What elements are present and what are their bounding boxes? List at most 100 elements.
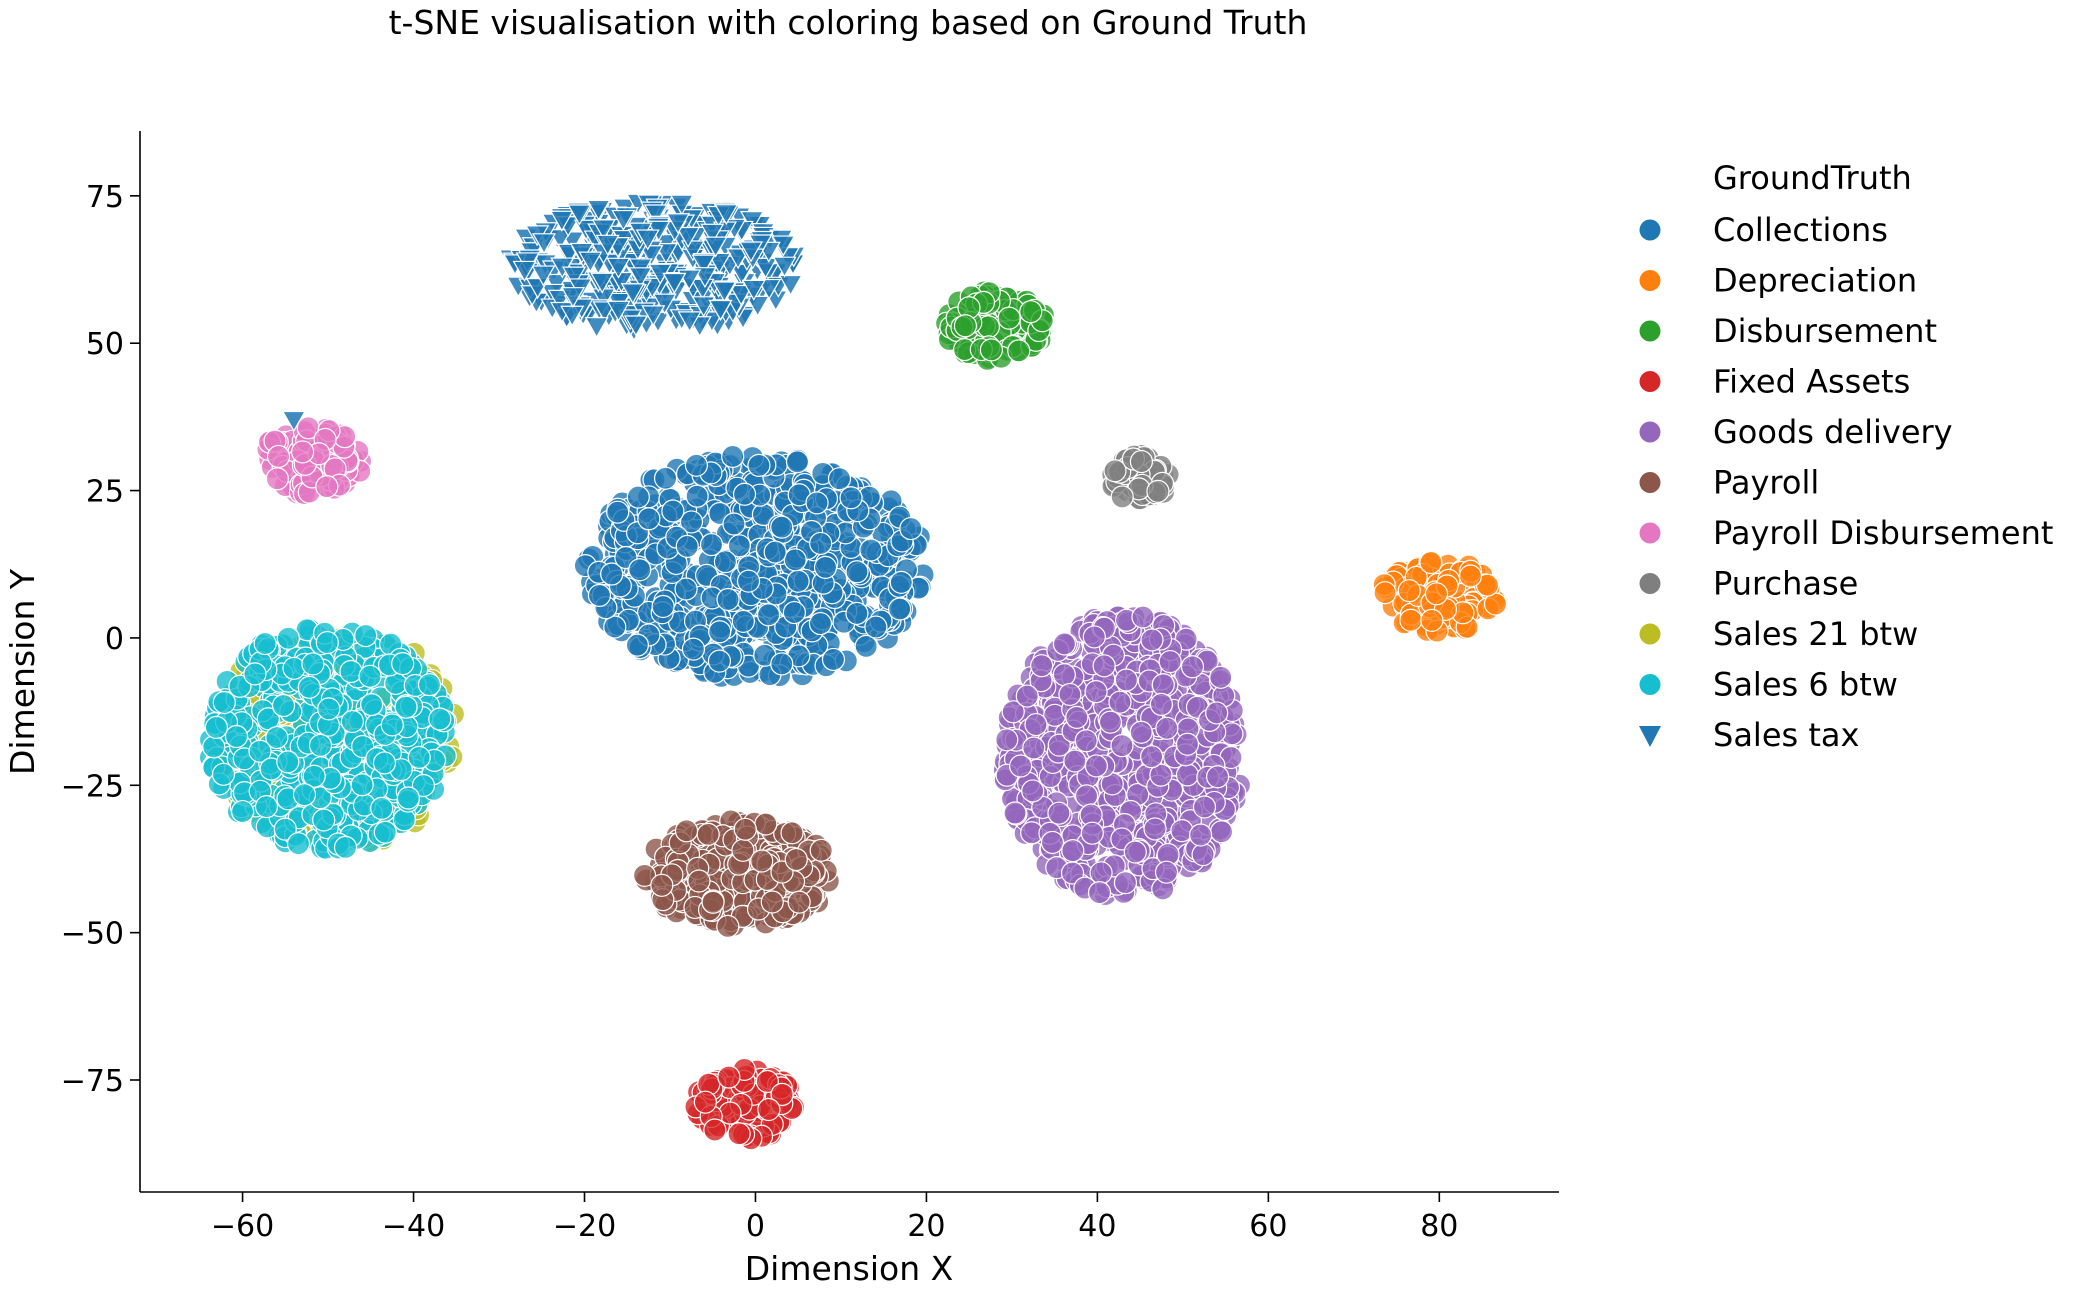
data-point [339,659,363,684]
data-point [590,272,615,294]
data-point [560,287,586,309]
data-point [703,1118,727,1142]
data-point [1047,801,1071,825]
series-fixed-assets [684,1057,806,1151]
data-point [718,1101,742,1125]
series-disbursement [934,280,1055,372]
y-axis-label: Dimension Y [3,568,42,775]
data-point [1146,479,1170,503]
data-point [712,281,737,303]
data-point [778,274,803,296]
data-point [623,315,649,337]
data-point [1052,663,1076,687]
data-point [359,692,384,717]
data-point [606,500,630,524]
data-point [1158,649,1182,674]
data-point [722,512,746,536]
data-point [756,603,781,627]
data-point [611,209,636,232]
data-point [643,204,668,226]
data-point [741,279,766,301]
legend-label: Payroll [1713,464,1819,502]
data-point [707,252,732,274]
data-point [864,615,888,639]
data-point [547,289,572,311]
data-point [1129,720,1153,744]
data-point [230,799,255,824]
data-point [1114,668,1138,692]
x-tick-label: −60 [211,1209,274,1244]
data-point [350,773,374,797]
data-point [772,256,797,278]
data-point [1019,300,1043,324]
data-point [652,293,677,315]
data-point [549,210,574,232]
series-sales-6-btw [198,618,457,860]
data-point [591,219,616,241]
data-point [282,656,306,680]
data-point [708,620,732,644]
data-point [301,652,325,676]
data-point [1065,705,1089,729]
data-point [701,890,725,914]
y-tick-label: 75 [86,180,124,215]
data-point [745,295,770,317]
data-point [1084,754,1108,778]
data-point [1021,779,1045,803]
data-point [691,296,716,318]
legend-marker [1639,421,1661,443]
data-point [595,234,620,256]
data-point [606,300,631,322]
legend: GroundTruth Collections Depreciation Disbu… [1639,159,2053,754]
y-tick-label: 50 [86,327,124,362]
legend-marker [1639,270,1661,291]
data-point [784,847,808,872]
data-point [770,1082,794,1106]
data-point [1003,801,1027,825]
legend-label: Disbursement [1713,312,1937,350]
data-point [679,510,704,534]
data-point [727,1122,751,1146]
data-point [979,338,1004,362]
data-point [411,773,436,798]
data-point [1113,871,1138,895]
data-point [721,444,745,469]
data-point [567,204,592,226]
data-point [763,540,787,564]
data-point [1154,860,1179,884]
x-tick-label: 0 [746,1209,765,1244]
y-tick-label: 25 [86,475,124,510]
data-point [1373,581,1397,605]
data-point [635,229,660,251]
data-point [1030,654,1054,678]
data-point [995,728,1019,752]
y-axis-ticks: −75 −50 −25 0 25 50 75 [61,180,140,1099]
data-point [653,466,678,490]
data-point [997,306,1021,330]
data-point [674,577,698,601]
data-point [691,254,716,276]
data-point [1397,579,1421,603]
data-point [254,795,279,819]
data-point [1058,682,1082,707]
data-point [354,623,378,648]
series-depreciation [1372,550,1508,643]
data-point [747,453,771,478]
data-point [1022,736,1046,760]
data-point [782,600,806,625]
data-point [312,808,336,832]
data-point [224,724,249,749]
legend-marker [1639,472,1661,493]
legend-label: Payroll Disbursement [1713,514,2053,552]
data-point [265,467,289,491]
data-point [650,873,674,897]
data-point [243,662,267,686]
data-point [315,474,339,499]
data-point [286,832,311,856]
data-point [626,485,650,509]
data-point [1108,690,1132,714]
data-point [1063,749,1087,773]
data-point [854,634,878,659]
data-point [380,713,404,737]
data-point [276,750,300,774]
